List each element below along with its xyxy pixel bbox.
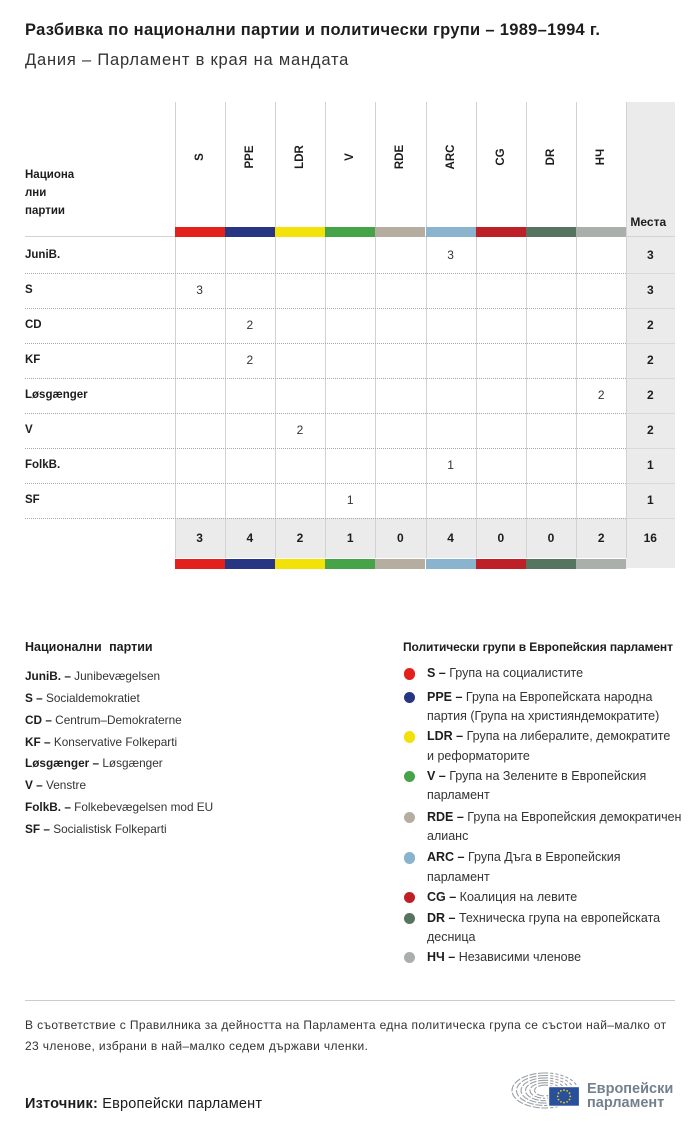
- svg-text:парламент: парламент: [587, 1095, 664, 1111]
- svg-text:Европейски: Европейски: [587, 1081, 673, 1097]
